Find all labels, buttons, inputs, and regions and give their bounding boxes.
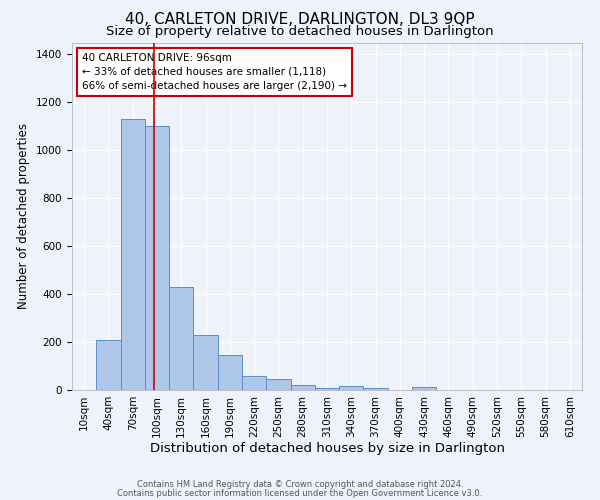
X-axis label: Distribution of detached houses by size in Darlington: Distribution of detached houses by size … bbox=[149, 442, 505, 456]
Bar bbox=[266, 379, 290, 390]
Bar bbox=[315, 388, 339, 390]
Text: Contains HM Land Registry data © Crown copyright and database right 2024.: Contains HM Land Registry data © Crown c… bbox=[137, 480, 463, 489]
Bar bbox=[339, 386, 364, 390]
Bar bbox=[242, 376, 266, 390]
Text: Contains public sector information licensed under the Open Government Licence v3: Contains public sector information licen… bbox=[118, 488, 482, 498]
Bar bbox=[364, 388, 388, 390]
Bar bbox=[169, 287, 193, 390]
Y-axis label: Number of detached properties: Number of detached properties bbox=[17, 123, 31, 309]
Text: 40, CARLETON DRIVE, DARLINGTON, DL3 9QP: 40, CARLETON DRIVE, DARLINGTON, DL3 9QP bbox=[125, 12, 475, 28]
Bar bbox=[218, 355, 242, 390]
Bar bbox=[193, 335, 218, 390]
Bar bbox=[145, 126, 169, 390]
Bar bbox=[121, 119, 145, 390]
Bar bbox=[290, 384, 315, 390]
Text: 40 CARLETON DRIVE: 96sqm
← 33% of detached houses are smaller (1,118)
66% of sem: 40 CARLETON DRIVE: 96sqm ← 33% of detach… bbox=[82, 53, 347, 91]
Bar bbox=[412, 387, 436, 390]
Bar bbox=[96, 340, 121, 390]
Text: Size of property relative to detached houses in Darlington: Size of property relative to detached ho… bbox=[106, 25, 494, 38]
